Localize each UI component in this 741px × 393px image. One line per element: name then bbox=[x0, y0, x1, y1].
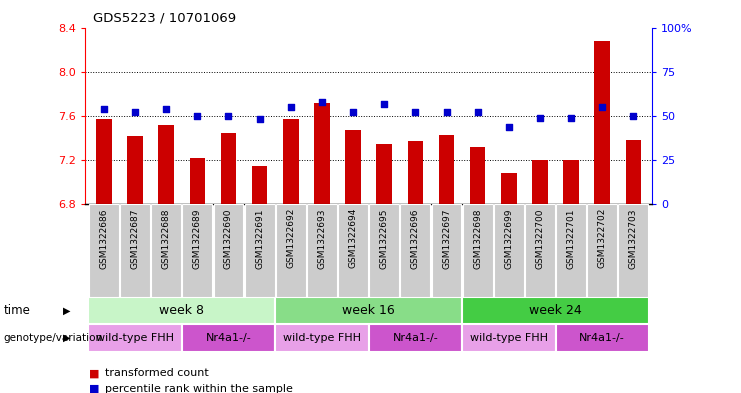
Text: GSM1322688: GSM1322688 bbox=[162, 208, 170, 268]
Bar bbox=[470, 147, 485, 204]
Bar bbox=[462, 324, 556, 352]
Bar bbox=[96, 119, 112, 204]
Bar bbox=[588, 204, 617, 297]
Bar bbox=[494, 204, 524, 297]
Bar bbox=[252, 166, 268, 204]
Point bbox=[441, 109, 453, 116]
Bar bbox=[462, 204, 493, 297]
Text: GSM1322702: GSM1322702 bbox=[598, 208, 607, 268]
Point bbox=[98, 106, 110, 112]
Text: ■: ■ bbox=[89, 368, 99, 378]
Text: GSM1322697: GSM1322697 bbox=[442, 208, 451, 268]
Point bbox=[347, 109, 359, 116]
Bar bbox=[182, 324, 275, 352]
Text: Nr4a1-/-: Nr4a1-/- bbox=[579, 333, 625, 343]
Bar bbox=[221, 132, 236, 204]
Point bbox=[379, 100, 391, 107]
Bar bbox=[245, 204, 275, 297]
Text: ■: ■ bbox=[89, 384, 99, 393]
Text: GSM1322695: GSM1322695 bbox=[379, 208, 389, 268]
Bar bbox=[439, 135, 454, 204]
Bar bbox=[120, 204, 150, 297]
Bar bbox=[532, 160, 548, 204]
Text: GSM1322686: GSM1322686 bbox=[99, 208, 108, 268]
Bar bbox=[400, 204, 431, 297]
Bar bbox=[190, 158, 205, 204]
Text: GSM1322701: GSM1322701 bbox=[567, 208, 576, 268]
Bar bbox=[182, 204, 212, 297]
Text: GSM1322696: GSM1322696 bbox=[411, 208, 420, 268]
Point bbox=[160, 106, 172, 112]
Text: percentile rank within the sample: percentile rank within the sample bbox=[105, 384, 293, 393]
Text: GSM1322692: GSM1322692 bbox=[286, 208, 295, 268]
Text: GSM1322700: GSM1322700 bbox=[536, 208, 545, 268]
Text: time: time bbox=[4, 304, 30, 317]
Text: GSM1322699: GSM1322699 bbox=[505, 208, 514, 268]
Bar bbox=[369, 204, 399, 297]
Bar bbox=[563, 160, 579, 204]
Text: GDS5223 / 10701069: GDS5223 / 10701069 bbox=[93, 12, 236, 25]
Text: wild-type FHH: wild-type FHH bbox=[96, 333, 174, 343]
Text: ▶: ▶ bbox=[63, 333, 70, 343]
Bar bbox=[619, 204, 648, 297]
Bar bbox=[345, 130, 361, 204]
Point bbox=[285, 104, 296, 110]
Point bbox=[191, 113, 203, 119]
Bar bbox=[213, 204, 244, 297]
Bar bbox=[556, 324, 649, 352]
Point bbox=[253, 116, 265, 123]
Point bbox=[316, 99, 328, 105]
Bar bbox=[275, 297, 462, 324]
Point bbox=[503, 123, 515, 130]
Point bbox=[222, 113, 234, 119]
Bar bbox=[151, 204, 181, 297]
Bar bbox=[159, 125, 174, 204]
Bar bbox=[88, 324, 182, 352]
Text: GSM1322703: GSM1322703 bbox=[629, 208, 638, 268]
Text: week 8: week 8 bbox=[159, 304, 205, 317]
Bar bbox=[314, 103, 330, 204]
Bar bbox=[431, 204, 462, 297]
Point bbox=[597, 104, 608, 110]
Point bbox=[628, 113, 639, 119]
Bar bbox=[462, 297, 649, 324]
Point bbox=[565, 114, 577, 121]
Bar bbox=[307, 204, 337, 297]
Text: wild-type FHH: wild-type FHH bbox=[470, 333, 548, 343]
Bar bbox=[376, 143, 392, 204]
Bar bbox=[625, 140, 641, 204]
Text: week 16: week 16 bbox=[342, 304, 395, 317]
Bar bbox=[276, 204, 306, 297]
Bar bbox=[594, 41, 610, 204]
Bar bbox=[275, 324, 368, 352]
Bar bbox=[338, 204, 368, 297]
Text: transformed count: transformed count bbox=[105, 368, 209, 378]
Bar bbox=[127, 136, 143, 204]
Bar bbox=[89, 204, 119, 297]
Text: Nr4a1-/-: Nr4a1-/- bbox=[393, 333, 438, 343]
Point bbox=[534, 114, 546, 121]
Bar bbox=[283, 119, 299, 204]
Point bbox=[410, 109, 422, 116]
Text: GSM1322698: GSM1322698 bbox=[473, 208, 482, 268]
Text: GSM1322690: GSM1322690 bbox=[224, 208, 233, 268]
Bar bbox=[408, 141, 423, 204]
Bar bbox=[501, 173, 516, 204]
Text: ▶: ▶ bbox=[63, 305, 70, 316]
Text: GSM1322689: GSM1322689 bbox=[193, 208, 202, 268]
Point bbox=[472, 109, 484, 116]
Point bbox=[129, 109, 141, 116]
Text: GSM1322691: GSM1322691 bbox=[255, 208, 264, 268]
Text: GSM1322694: GSM1322694 bbox=[348, 208, 358, 268]
Bar bbox=[556, 204, 586, 297]
Text: GSM1322693: GSM1322693 bbox=[317, 208, 327, 268]
Bar bbox=[368, 324, 462, 352]
Bar bbox=[525, 204, 555, 297]
Text: genotype/variation: genotype/variation bbox=[4, 333, 103, 343]
Text: GSM1322687: GSM1322687 bbox=[130, 208, 139, 268]
Text: Nr4a1-/-: Nr4a1-/- bbox=[205, 333, 251, 343]
Text: week 24: week 24 bbox=[529, 304, 582, 317]
Text: wild-type FHH: wild-type FHH bbox=[283, 333, 361, 343]
Bar bbox=[88, 297, 275, 324]
